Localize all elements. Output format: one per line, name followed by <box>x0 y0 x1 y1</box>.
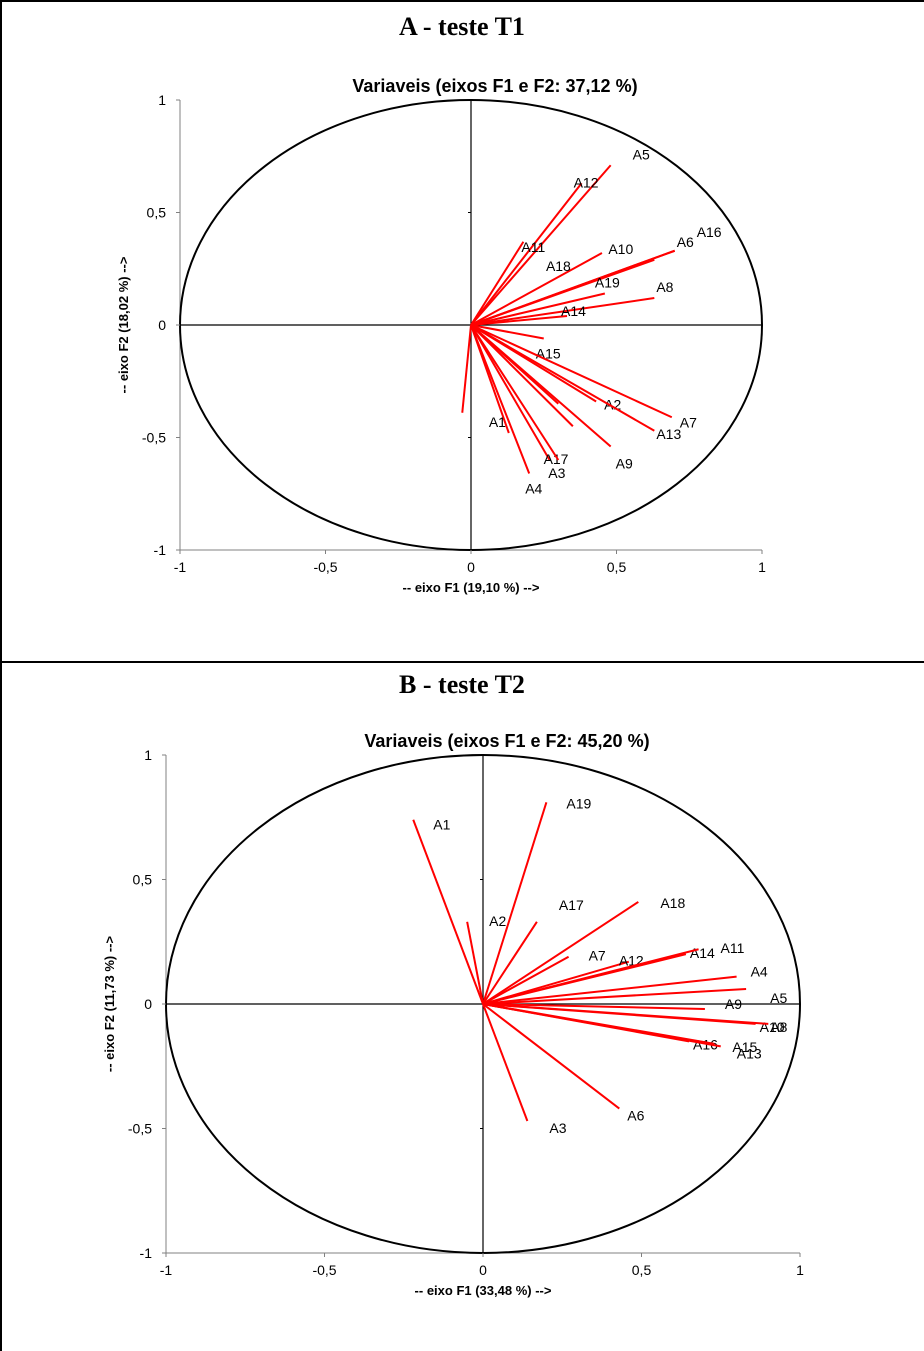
panel-b-vector-label-a6: A6 <box>627 1108 644 1124</box>
panel-a-y-tick-label: 0,5 <box>147 205 167 221</box>
panel-b-vector-a6 <box>482 1003 620 1110</box>
panel-a-vector-a12 <box>470 182 583 326</box>
panel-b-x-tick-label: 0,5 <box>632 1262 652 1278</box>
panel-a-vector-label-a1: A1 <box>489 414 506 430</box>
panel-a-x-tick-label: -1 <box>174 559 187 575</box>
panel-b-vector-label-a4: A4 <box>751 964 768 980</box>
panel-b-vector-a3 <box>482 1003 529 1122</box>
panel-a-y-tick-label: -1 <box>154 542 167 558</box>
panel-b-x-tick-label: -0,5 <box>312 1262 336 1278</box>
panel-b-vector-a4 <box>482 975 737 1005</box>
panel-b-vector-label-a5: A5 <box>770 990 787 1006</box>
panel-a-vector-label-a10: A10 <box>608 241 633 257</box>
panel-a-vector-label-a19: A19 <box>595 275 620 291</box>
panel-b-x-axis-label: -- eixo F1 (33,48 %) --> <box>415 1283 552 1298</box>
panel-b-vector-a5 <box>482 988 747 1005</box>
panel-b-vector-label-a18: A18 <box>660 895 685 911</box>
panel-b-x-tick-label: 0 <box>479 1262 487 1278</box>
panel-a-vector-unlabeled-19 <box>461 324 472 413</box>
panel-a-vector-a11 <box>470 241 525 326</box>
panel-b-y-axis-label: -- eixo F2 (11,73 %) --> <box>102 936 117 1073</box>
panel-b-vector-label-a13: A13 <box>737 1045 762 1061</box>
panel-b-vector-label-a7: A7 <box>589 948 606 964</box>
panel-a-vector-label-a18: A18 <box>546 258 571 274</box>
panel-a-y-axis-label: -- eixo F2 (18,02 %) --> <box>116 256 131 393</box>
panel-a-vector-label-a7: A7 <box>680 414 697 430</box>
panel-a-vector-label-a8: A8 <box>656 279 673 295</box>
panel-a-y-tick-label: 0 <box>158 317 166 333</box>
panel-a-vector-label-a5: A5 <box>633 146 650 162</box>
panel-a-vector-label-a11: A11 <box>521 239 545 255</box>
panel-b-vector-label-a8: A8 <box>770 1019 787 1035</box>
panel-a-y-tick-label: -0,5 <box>142 430 166 446</box>
panel-a-vector-label-a13: A13 <box>656 426 681 442</box>
panel-b-vector-a17 <box>482 921 538 1005</box>
panel-a-vector-a15 <box>470 324 544 340</box>
panel-a-heading: A - teste T1 <box>399 12 525 41</box>
panel-b-vector-label-a3: A3 <box>549 1120 566 1136</box>
panel-a-vector-label-a15: A15 <box>536 346 561 362</box>
panel-a-vector-a4 <box>470 324 531 474</box>
panel-b-vector-a7 <box>482 955 570 1005</box>
panel-b-x-tick-label: 1 <box>796 1262 804 1278</box>
panel-b-y-tick-label: -0,5 <box>128 1121 152 1137</box>
panel-b-y-tick-label: 0,5 <box>133 872 153 888</box>
panel-b-y-tick-label: 1 <box>144 747 152 763</box>
panel-b-vector-label-a15: A15 <box>732 1039 757 1055</box>
panel-b-vector-label-a19: A19 <box>566 795 591 811</box>
panel-a-x-tick-label: -0,5 <box>313 559 337 575</box>
panel-b-vector-a9 <box>482 1003 705 1010</box>
panel-a-vector-label-a16: A16 <box>697 224 722 240</box>
panel-a-vector-unlabeled-21 <box>470 324 574 427</box>
panel-a-x-tick-label: 0 <box>467 559 475 575</box>
panel-b-chart-title: Variaveis (eixos F1 e F2: 45,20 %) <box>364 731 649 751</box>
panel-b-vector-label-a1: A1 <box>433 817 450 833</box>
panel-a-vector-a17 <box>470 324 551 461</box>
panel-b-vector-label-a17: A17 <box>559 897 584 913</box>
panel-a-vector-a3 <box>470 324 560 461</box>
panel-a-vector-label-a17: A17 <box>544 451 569 467</box>
panel-a-vector-a13 <box>470 324 655 432</box>
panel-b-vector-a2 <box>466 921 484 1005</box>
panel-a-chart-title: Variaveis (eixos F1 e F2: 37,12 %) <box>352 76 637 96</box>
frame-middle-divider <box>0 661 924 663</box>
panel-a-vector-a18 <box>470 252 603 326</box>
panel-a-vector-label-a4: A4 <box>525 481 542 497</box>
panel-b-vector-label-a14: A14 <box>690 945 715 961</box>
panel-b-heading: B - teste T2 <box>399 670 525 699</box>
panel-a-x-tick-label: 0,5 <box>607 559 627 575</box>
panel-a-vector-label-a9: A9 <box>616 456 633 472</box>
panel-b-y-tick-label: -1 <box>140 1245 153 1261</box>
panel-a-vector-label-a14: A14 <box>561 303 586 319</box>
panel-b-x-tick-label: -1 <box>160 1262 173 1278</box>
panel-b-vector-a1 <box>412 819 484 1005</box>
panel-b-vector-a18 <box>482 901 639 1005</box>
panel-b-vector-a8 <box>482 1003 769 1025</box>
panel-a-x-axis-label: -- eixo F1 (19,10 %) --> <box>403 580 540 595</box>
panel-a-vector-a16 <box>470 249 676 326</box>
panel-b-y-tick-label: 0 <box>144 996 152 1012</box>
panel-a-vector-label-a6: A6 <box>677 234 694 250</box>
panel-a-x-tick-label: 1 <box>758 559 766 575</box>
panel-a-vector-label-a12: A12 <box>574 174 599 190</box>
panel-b-vector-a13 <box>482 1003 721 1048</box>
panel-a-vector-a5 <box>470 164 612 326</box>
panel-a-vector-a7 <box>470 324 673 419</box>
panel-b-vector-label-a2: A2 <box>489 913 506 929</box>
panel-a-vector-a8 <box>470 297 655 326</box>
panel-a-vector-a14 <box>470 315 568 326</box>
frame-top-border <box>0 0 924 2</box>
panel-b-vector-label-a9: A9 <box>725 996 742 1012</box>
panel-b-vector-label-a11: A11 <box>721 940 745 956</box>
panel-a-vector-label-a3: A3 <box>548 465 565 481</box>
panel-a-vector-a19 <box>470 292 606 326</box>
panel-b-vector-a11 <box>482 948 699 1005</box>
panel-b-vector-a19 <box>482 802 548 1005</box>
frame-left-border <box>0 0 2 1351</box>
panel-a-y-tick-label: 1 <box>158 92 166 108</box>
